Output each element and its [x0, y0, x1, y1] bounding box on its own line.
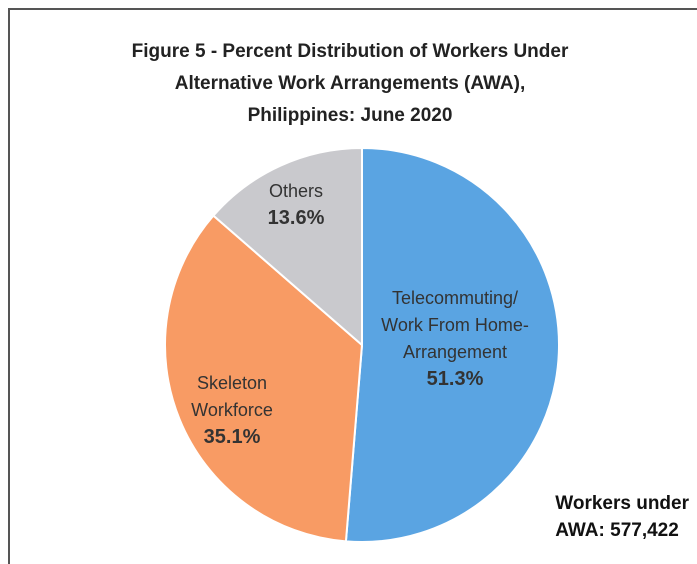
- annotation: Workers under AWA: 577,422: [555, 493, 689, 541]
- pie-slice: [344, 146, 560, 543]
- value-label: 51.3%: [426, 368, 484, 390]
- slice-label: Others: [268, 181, 324, 201]
- value-label: 35.1%: [203, 426, 261, 448]
- chart-title: Figure 5 - Percent Distribution of Worke…: [131, 41, 569, 126]
- frame: [8, 8, 697, 564]
- slice-label: Skeleton Workforce: [191, 373, 273, 420]
- pie-slice: [164, 214, 364, 543]
- slice-label: Telecommuting/ Work From Home- Arrangeme…: [381, 288, 529, 362]
- pie-slice: [212, 146, 363, 348]
- value-label: 13.6%: [267, 207, 325, 229]
